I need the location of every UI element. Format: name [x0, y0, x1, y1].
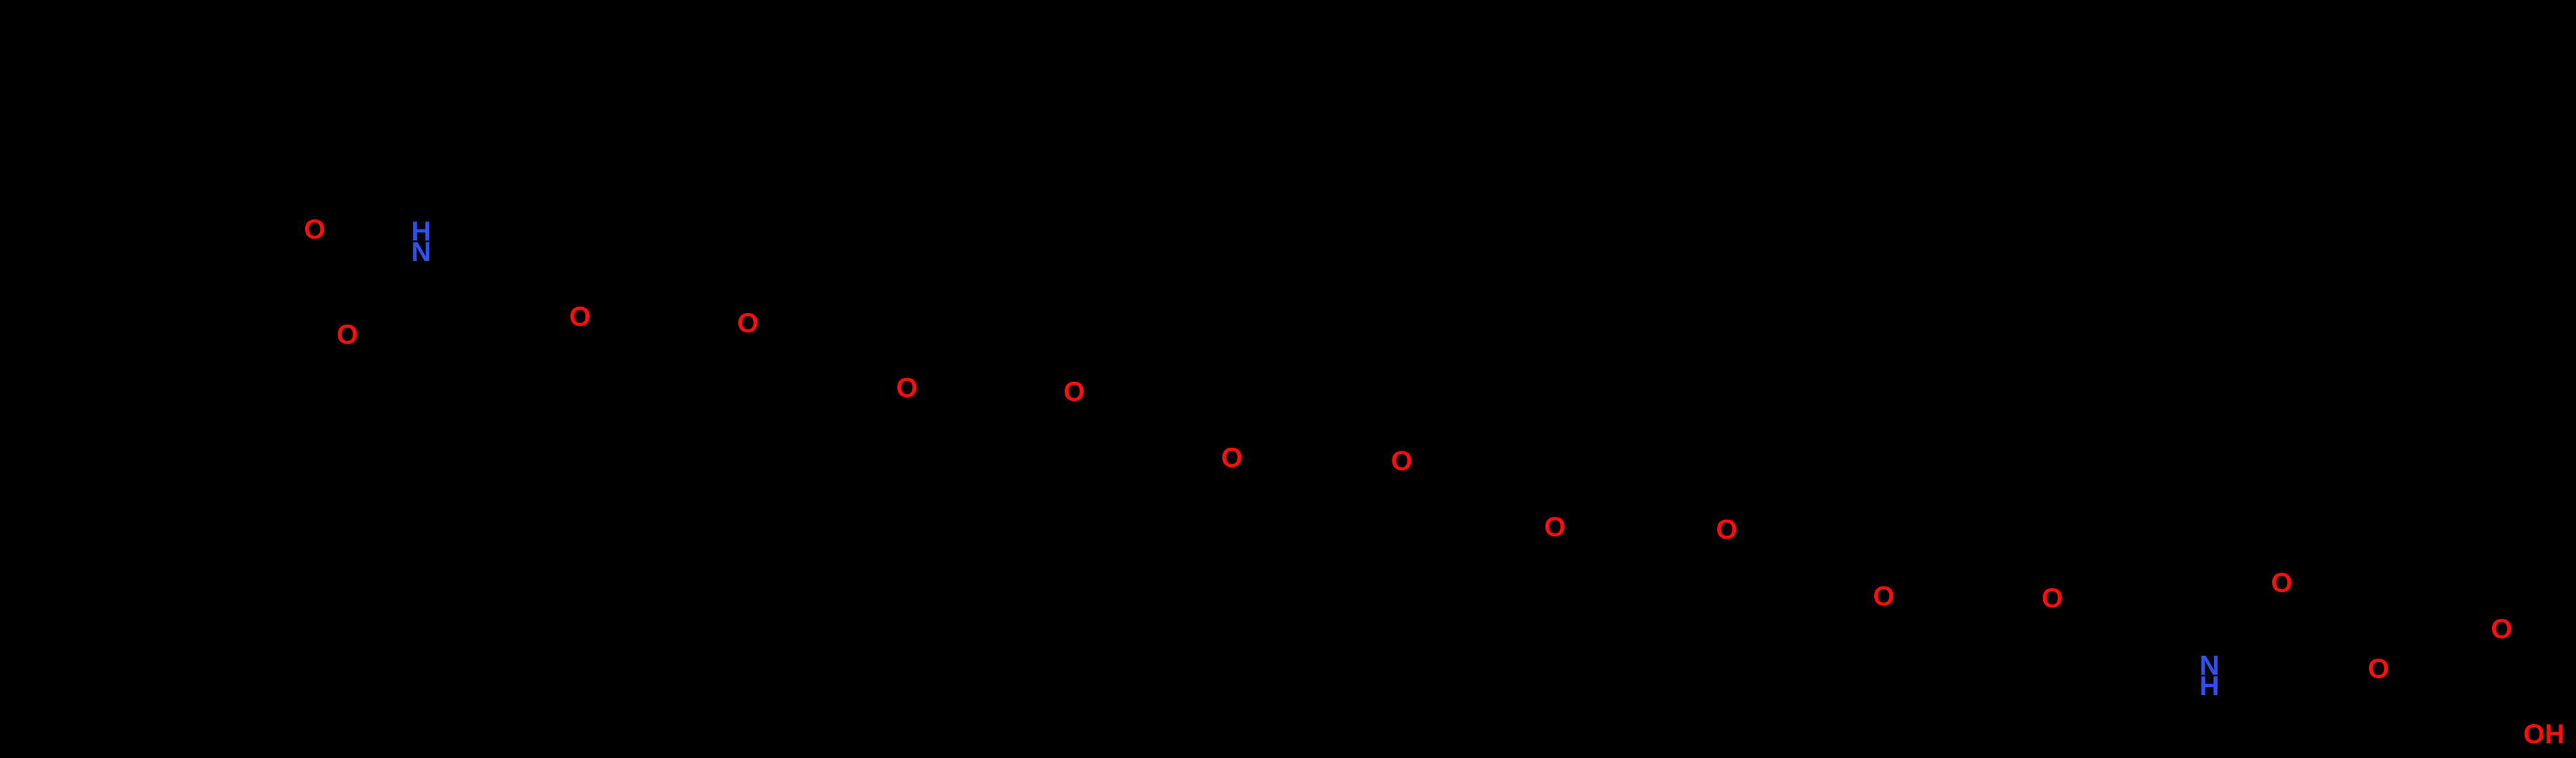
svg-text:O: O [2368, 653, 2389, 684]
svg-text:O: O [1544, 512, 1565, 543]
svg-text:OH: OH [2523, 719, 2565, 750]
svg-text:H: H [2199, 671, 2219, 702]
svg-text:O: O [737, 308, 758, 339]
svg-text:O: O [304, 214, 325, 245]
svg-text:O: O [1873, 581, 1894, 612]
svg-text:O: O [2271, 568, 2292, 598]
svg-text:O: O [2041, 583, 2063, 614]
svg-text:N: N [411, 237, 431, 267]
svg-text:O: O [1391, 446, 1412, 476]
svg-text:O: O [2491, 614, 2512, 644]
svg-text:O: O [1716, 514, 1737, 545]
svg-text:O: O [1063, 376, 1084, 407]
svg-text:O: O [569, 301, 590, 332]
svg-text:O: O [896, 373, 917, 403]
svg-text:O: O [337, 319, 358, 350]
svg-text:O: O [1221, 442, 1242, 473]
